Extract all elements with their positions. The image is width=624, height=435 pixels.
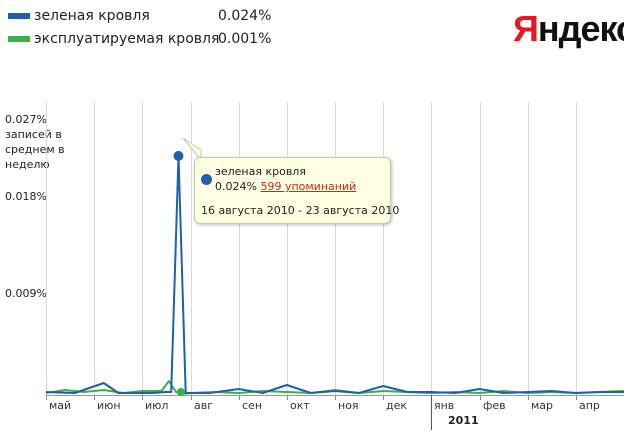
x-tick-label: янв xyxy=(434,399,455,412)
x-tick-label: фев xyxy=(483,399,506,412)
series-line xyxy=(45,154,624,394)
y-tick-label: 0.018% xyxy=(5,190,47,203)
tooltip-date-range: 16 августа 2010 - 23 августа 2010 xyxy=(201,204,400,217)
mentions-link[interactable]: 599 упоминаний xyxy=(260,180,357,193)
x-tick-label: июл xyxy=(145,399,169,412)
tooltip-series-name: зеленая кровля xyxy=(215,165,306,178)
x-tick-label: май xyxy=(49,399,72,412)
legend-name: зеленая кровля xyxy=(34,8,150,24)
x-tick-label: дек xyxy=(386,399,408,412)
tooltip-series-dot xyxy=(201,174,212,185)
legend-value: 0.024% xyxy=(218,8,272,24)
x-tick-label: мар xyxy=(531,399,554,412)
y-axis-label: записей в среднем в неделю xyxy=(5,128,65,171)
x-tick-label: апр xyxy=(579,399,600,412)
y-tick-label: 0.027% xyxy=(5,113,47,126)
tooltip-value: 0.024% xyxy=(215,180,257,193)
x-tick-label: окт xyxy=(290,399,310,412)
series-point xyxy=(176,388,185,397)
logo-rest: ндекс xyxy=(537,8,624,49)
tooltip-value-line: 0.024% 599 упоминаний xyxy=(215,180,356,193)
highlight-point xyxy=(173,150,184,161)
grid-lines xyxy=(46,102,624,430)
legend-name: эксплуатируемая кровля xyxy=(34,31,220,47)
x-tick-label: июн xyxy=(97,399,121,412)
x-tick-label: ноя xyxy=(338,399,359,412)
x-tick-label: авг xyxy=(194,399,214,412)
highlight-marks xyxy=(173,150,185,397)
legend-swatch xyxy=(8,13,30,19)
legend-value: 0.001% xyxy=(218,31,272,47)
series-lines xyxy=(45,154,624,395)
tooltip-arrow xyxy=(182,137,202,162)
data-tooltip: зеленая кровля 0.024% 599 упоминаний 16 … xyxy=(194,157,399,224)
logo-first-letter: Я xyxy=(513,8,539,49)
legend-swatch xyxy=(8,36,30,42)
x-tick-label: сен xyxy=(242,399,263,412)
year-label: 2011 xyxy=(448,414,479,427)
y-tick-label: 0.009% xyxy=(5,287,47,300)
yandex-logo[interactable]: Яндекс xyxy=(513,8,624,50)
